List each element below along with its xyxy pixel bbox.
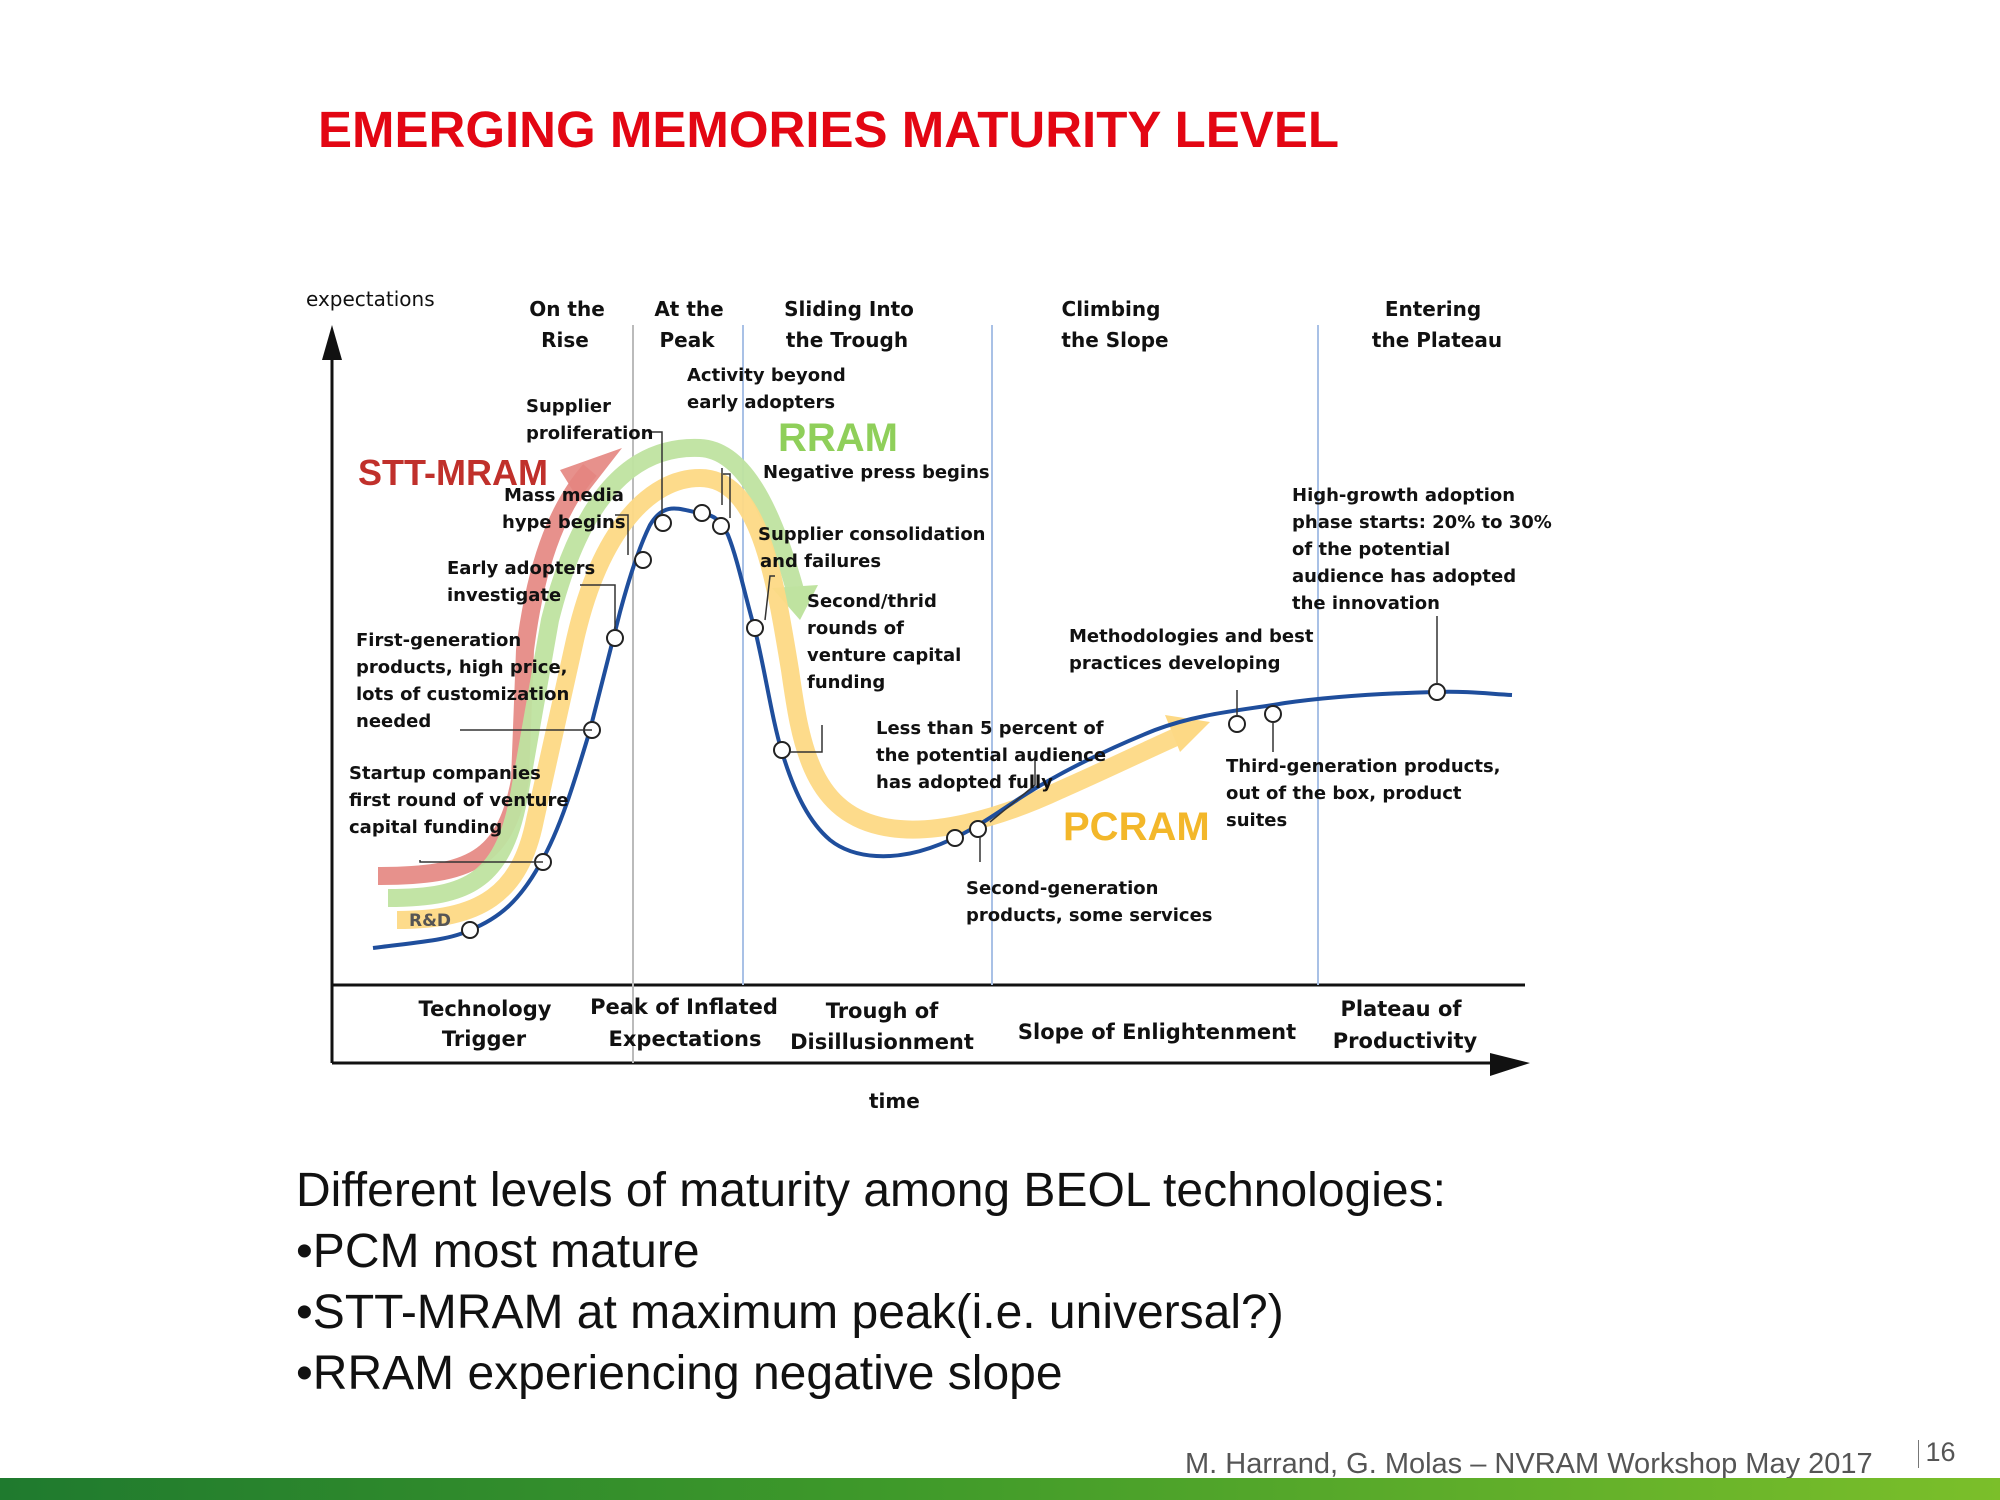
annotation-second-third-1: Second/thrid bbox=[807, 591, 937, 612]
annotation-activity-1: Activity beyond bbox=[687, 365, 846, 386]
annotation-second-gen-2: products, some services bbox=[966, 905, 1213, 926]
annotation-third-gen-1: Third-generation products, bbox=[1226, 756, 1501, 777]
annotation-second-third-3: venture capital bbox=[807, 645, 961, 666]
annotation-negative-press: Negative press begins bbox=[763, 462, 990, 483]
annotation-high-growth-5: the innovation bbox=[1292, 593, 1440, 614]
annotation-high-growth-1: High-growth adoption bbox=[1292, 485, 1515, 506]
annotation-first-gen-2: products, high price, bbox=[356, 657, 568, 678]
annotation-high-growth-2: phase starts: 20% to 30% bbox=[1292, 512, 1552, 533]
bullet-stt-mram: •STT-MRAM at maximum peak(i.e. universal… bbox=[296, 1286, 1284, 1339]
annotation-third-gen-3: suites bbox=[1226, 810, 1287, 831]
annotation-methodologies-1: Methodologies and best bbox=[1069, 626, 1314, 647]
marker-second-gen bbox=[969, 820, 987, 838]
stt-mram-label: STT-MRAM bbox=[358, 452, 548, 493]
phase-top-climbing-2: the Slope bbox=[1061, 328, 1168, 352]
phase-top-sliding-1: Sliding Into bbox=[784, 297, 914, 321]
rram-arrow bbox=[387, 438, 804, 907]
annotation-high-growth-3: of the potential bbox=[1292, 539, 1450, 560]
marker-supplier-prolif bbox=[654, 514, 672, 532]
marker-rd bbox=[461, 921, 479, 939]
annotation-less-than-2: the potential audience bbox=[876, 745, 1106, 766]
slide-title: EMERGING MEMORIES MATURITY LEVEL bbox=[318, 101, 1339, 158]
marker-mass-media bbox=[634, 551, 652, 569]
marker-methodologies bbox=[1228, 715, 1246, 733]
phase-bottom-plateau-2: Productivity bbox=[1333, 1029, 1478, 1053]
stt-mram-arrowhead-icon bbox=[560, 448, 622, 502]
phase-bottom-slope: Slope of Enlightenment bbox=[1018, 1020, 1296, 1044]
annotation-second-third-2: rounds of bbox=[807, 618, 904, 639]
footer-green-bar bbox=[0, 1478, 2000, 1500]
marker-less-than bbox=[946, 829, 964, 847]
page-number-divider bbox=[1918, 1440, 1919, 1468]
page-number-value: 16 bbox=[1925, 1437, 1956, 1467]
phase-bottom-trough-2: Disillusionment bbox=[790, 1030, 974, 1054]
annotation-supplier-consol-2: and failures bbox=[760, 551, 881, 572]
annotation-methodologies-2: practices developing bbox=[1069, 653, 1281, 674]
rram-label: RRAM bbox=[778, 416, 898, 460]
pcram-arrow bbox=[396, 468, 1189, 929]
phase-top-sliding-2: the Trough bbox=[786, 328, 908, 352]
phase-top-at-the-peak-2: Peak bbox=[659, 328, 715, 352]
annotation-rd: R&D bbox=[409, 911, 451, 931]
annotation-high-growth-4: audience has adopted bbox=[1292, 566, 1516, 587]
phase-top-climbing-1: Climbing bbox=[1062, 297, 1161, 321]
annotation-activity-2: early adopters bbox=[687, 392, 835, 413]
phase-bottom-plateau-1: Plateau of bbox=[1340, 997, 1462, 1021]
bullet-rram: •RRAM experiencing negative slope bbox=[296, 1347, 1063, 1400]
annotation-startup-3: capital funding bbox=[349, 817, 502, 838]
annotation-supplier-prolif-2: proliferation bbox=[526, 423, 654, 444]
pcram-label: PCRAM bbox=[1063, 805, 1210, 849]
slide-footer: M. Harrand, G. Molas – NVRAM Workshop Ma… bbox=[1185, 1448, 1873, 1480]
phase-top-at-the-peak-1: At the bbox=[654, 297, 723, 321]
hype-curve bbox=[372, 506, 1513, 950]
annotation-less-than-3: has adopted fully bbox=[876, 772, 1053, 793]
x-axis-arrow-icon bbox=[1490, 1053, 1530, 1076]
annotation-first-gen-4: needed bbox=[356, 711, 431, 732]
annotation-supplier-consol-1: Supplier consolidation bbox=[758, 524, 986, 545]
phase-top-on-the-rise-1: On the bbox=[529, 297, 605, 321]
phase-top-on-the-rise-2: Rise bbox=[541, 328, 589, 352]
annotation-startup-1: Startup companies bbox=[349, 763, 541, 784]
y-axis-label: expectations bbox=[306, 287, 435, 311]
annotation-early-adopters-1: Early adopters bbox=[447, 558, 595, 579]
phase-top-entering-1: Entering bbox=[1385, 297, 1481, 321]
marker-supplier-consol bbox=[746, 619, 764, 637]
annotation-supplier-prolif-1: Supplier bbox=[526, 396, 611, 417]
phase-bottom-trough-1: Trough of bbox=[826, 999, 939, 1023]
body-text: Different levels of maturity among BEOL … bbox=[296, 1160, 1446, 1404]
marker-negative-press bbox=[712, 517, 730, 535]
y-axis-arrow-icon bbox=[322, 325, 342, 360]
marker-early-adopters bbox=[606, 629, 624, 647]
annotation-less-than-1: Less than 5 percent of bbox=[876, 718, 1104, 739]
x-axis-label: time bbox=[869, 1089, 920, 1113]
annotation-first-gen-1: First-generation bbox=[356, 630, 521, 651]
phase-bottom-trigger-2: Trigger bbox=[442, 1027, 527, 1051]
bullet-pcm: •PCM most mature bbox=[296, 1225, 700, 1278]
body-heading: Different levels of maturity among BEOL … bbox=[296, 1164, 1446, 1217]
phase-bottom-trigger-1: Technology bbox=[419, 997, 552, 1021]
hype-cycle-diagram: expectations time On the Rise At the Pea… bbox=[306, 287, 1552, 1113]
phase-bottom-peak-1: Peak of Inflated bbox=[590, 995, 778, 1019]
page-number: 16 bbox=[1918, 1437, 1956, 1468]
stt-mram-arrow bbox=[377, 464, 597, 885]
marker-second-third bbox=[773, 741, 791, 759]
annotation-second-third-4: funding bbox=[807, 672, 885, 693]
marker-activity bbox=[693, 504, 711, 522]
annotation-first-gen-3: lots of customization bbox=[356, 684, 569, 705]
annotation-mass-media-1: Mass media bbox=[504, 485, 624, 506]
marker-high-growth bbox=[1428, 683, 1446, 701]
phase-bottom-peak-2: Expectations bbox=[609, 1027, 762, 1051]
annotation-mass-media-2: hype begins bbox=[502, 512, 626, 533]
annotation-second-gen-1: Second-generation bbox=[966, 878, 1158, 899]
annotation-startup-2: first round of venture bbox=[349, 790, 569, 811]
phase-top-entering-2: the Plateau bbox=[1372, 328, 1502, 352]
marker-third-gen bbox=[1264, 705, 1282, 723]
annotation-early-adopters-2: investigate bbox=[447, 585, 561, 606]
annotation-third-gen-2: out of the box, product bbox=[1226, 783, 1462, 804]
